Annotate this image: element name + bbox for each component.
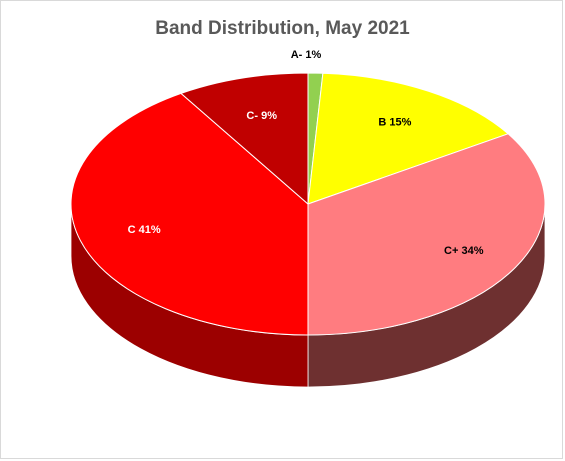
pie-slice-c-plus: [307, 133, 546, 336]
pie-slice-c-minus: [180, 72, 309, 206]
chart-title: Band Distribution, May 2021: [155, 18, 410, 39]
data-label-b: B 15%: [378, 117, 411, 129]
data-label-c-minus: C- 9%: [246, 110, 277, 122]
data-label-a-minus: A- 1%: [291, 49, 322, 61]
pie-slice-c: [70, 92, 309, 336]
data-label-c-plus: C+ 34%: [444, 245, 484, 257]
data-label-c: C 41%: [128, 224, 161, 236]
pie-slice-b: [307, 72, 510, 205]
